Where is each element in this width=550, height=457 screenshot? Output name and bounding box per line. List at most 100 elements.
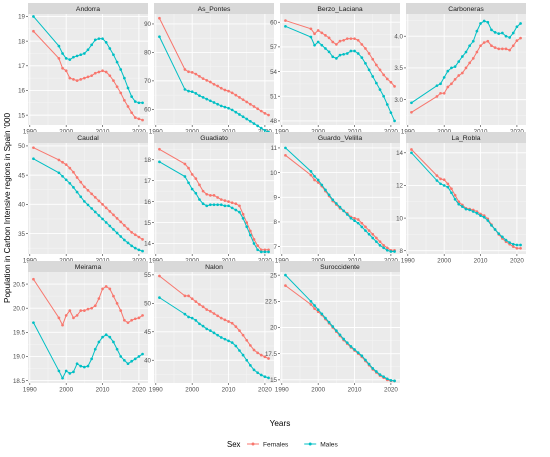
data-point-females: [367, 229, 371, 232]
data-point-males: [486, 20, 490, 24]
data-point-males: [385, 248, 389, 252]
data-point-females: [119, 220, 123, 224]
data-point-males: [345, 52, 349, 55]
data-point-females: [212, 312, 216, 315]
data-point-females: [183, 68, 187, 71]
data-point-males: [249, 119, 252, 123]
y-tick-label: 16: [18, 88, 25, 95]
data-point-females: [198, 183, 201, 187]
data-point-females: [104, 70, 108, 74]
x-tick-label: 2000: [185, 387, 199, 394]
data-point-females: [457, 74, 461, 77]
data-point-females: [259, 248, 263, 252]
y-tick-label: 3.0: [394, 97, 403, 104]
data-point-females: [331, 40, 335, 44]
data-point-females: [126, 105, 130, 108]
data-point-males: [158, 160, 161, 164]
data-point-males: [393, 250, 396, 253]
data-point-females: [68, 76, 72, 80]
data-point-males: [504, 238, 508, 242]
data-point-females: [205, 308, 209, 311]
data-point-males: [90, 43, 93, 47]
data-point-females: [519, 246, 522, 250]
data-point-males: [115, 347, 119, 351]
panel-nalon: Nalon 40 45 50 55 1990 2000 2010 2020: [144, 261, 274, 394]
data-point-males: [130, 244, 133, 248]
data-point-males: [115, 231, 119, 235]
data-point-females: [190, 297, 194, 301]
data-point-females: [335, 43, 338, 46]
data-point-males: [223, 204, 227, 208]
data-point-males: [313, 304, 316, 307]
x-tick-label: 1990: [401, 258, 415, 265]
data-point-males: [511, 31, 515, 35]
strip-andorra: [28, 3, 148, 14]
data-point-females: [90, 192, 93, 196]
data-point-males: [101, 335, 104, 339]
y-tick-label: 17: [18, 63, 25, 70]
data-point-males: [331, 198, 335, 202]
data-point-females: [353, 216, 356, 220]
strip-label: Guardo_Velilla: [318, 135, 362, 142]
data-point-females: [309, 303, 313, 306]
data-point-females: [375, 236, 378, 240]
data-point-males: [349, 216, 353, 220]
data-point-males: [327, 320, 331, 324]
data-point-females: [284, 19, 287, 22]
data-point-females: [252, 237, 256, 241]
x-tick-label: 2000: [59, 387, 73, 394]
data-point-males: [471, 210, 475, 213]
data-point-males: [61, 376, 64, 380]
data-point-males: [32, 15, 35, 18]
data-point-females: [249, 229, 252, 233]
data-point-females: [511, 44, 515, 48]
x-tick-label: 2000: [437, 258, 451, 265]
x-tick-label: 2000: [311, 387, 325, 394]
data-point-females: [313, 307, 316, 310]
data-point-males: [216, 102, 219, 106]
data-point-females: [183, 294, 187, 298]
data-point-males: [158, 35, 161, 39]
data-point-males: [68, 58, 72, 61]
panel-caudal: Caudal354045501990200020102020: [18, 132, 148, 265]
y-tick-label: 45: [18, 172, 25, 179]
data-point-males: [133, 357, 137, 361]
data-point-females: [284, 153, 287, 157]
data-point-females: [75, 176, 79, 179]
data-point-males: [158, 296, 161, 299]
data-point-males: [360, 225, 364, 229]
data-point-males: [201, 96, 205, 99]
data-point-males: [378, 88, 382, 91]
strip-la-robla: [406, 132, 526, 143]
data-point-males: [194, 319, 198, 322]
y-tick-label: 15: [18, 112, 25, 119]
data-point-females: [141, 118, 144, 122]
data-point-males: [183, 175, 187, 178]
data-point-males: [238, 113, 241, 116]
data-point-males: [345, 213, 349, 216]
data-point-females: [133, 233, 137, 237]
data-point-males: [223, 337, 227, 341]
data-point-females: [360, 43, 364, 46]
data-point-males: [57, 171, 61, 175]
data-point-males: [205, 327, 209, 331]
data-point-females: [450, 187, 453, 191]
data-point-males: [108, 335, 112, 339]
data-point-males: [324, 47, 327, 50]
data-point-females: [190, 173, 194, 176]
data-point-females: [79, 180, 83, 184]
data-point-males: [119, 68, 123, 71]
data-point-males: [123, 358, 126, 362]
strip-label: Andorra: [76, 6, 100, 13]
data-point-females: [137, 117, 141, 121]
data-point-females: [97, 70, 101, 74]
data-point-males: [353, 348, 356, 351]
panel-as-pontes: As_Pontes607080901990200020102020: [144, 3, 274, 136]
data-point-males: [263, 250, 267, 254]
data-point-males: [313, 43, 316, 47]
data-point-males: [141, 352, 144, 356]
data-point-females: [93, 304, 97, 308]
data-point-males: [137, 355, 141, 358]
data-point-males: [367, 362, 371, 366]
